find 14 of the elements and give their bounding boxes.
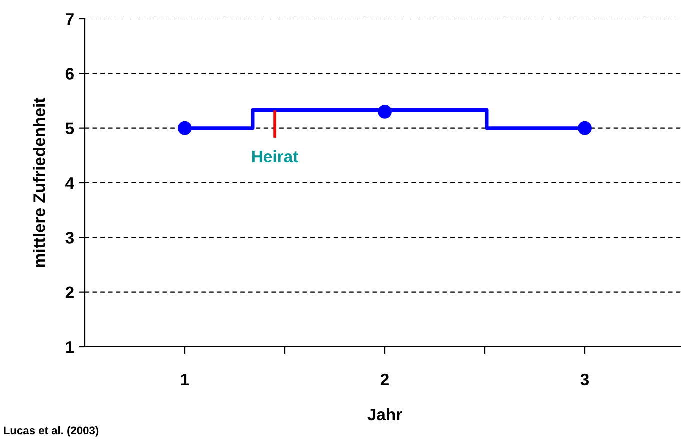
y-axis-title: mittlere Zufriedenheit [33,98,46,268]
y-tick-label: 2 [66,286,74,298]
x-tick-label: 3 [580,374,590,386]
y-tick-label: 3 [66,232,74,244]
y-tick-label: 4 [66,178,74,190]
y-tick-label: 5 [66,122,74,135]
text: Lucas et al. (2003) [4,426,99,437]
y-tick-label: 1 [66,342,74,354]
y-tick-label: 7 [66,14,74,26]
y-tick-label: 6 [66,68,74,80]
x-tick-label: 2 [380,374,389,386]
x-tick-label: 1 [181,374,190,386]
x-axis-title: Jahr [368,408,402,421]
annotation: Heirat [252,150,298,163]
